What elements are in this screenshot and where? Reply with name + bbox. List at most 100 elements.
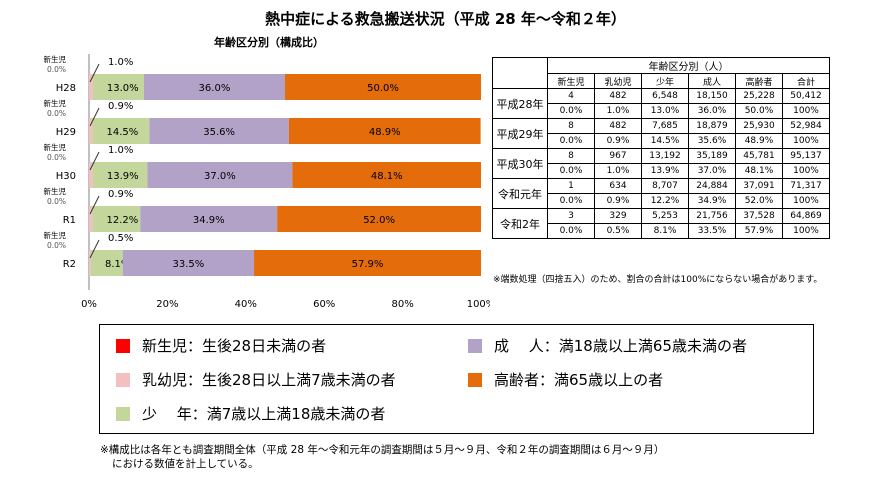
count-cell: 64,869 — [782, 208, 830, 224]
pct-cell: 48.1% — [735, 163, 783, 179]
pct-cell: 35.6% — [688, 133, 736, 149]
count-cell: 7,685 — [641, 118, 689, 134]
pct-cell: 8.1% — [641, 223, 689, 239]
chart-subtitle: 年齢区分別（構成比） — [214, 36, 324, 49]
count-cell: 5,253 — [641, 208, 689, 224]
callout-series-name: 新生児 — [44, 142, 67, 152]
bar-segment-2 — [92, 118, 150, 144]
count-cell: 967 — [594, 148, 642, 164]
column-header: 高齢者 — [735, 73, 783, 89]
callout-series-name: 新生児 — [44, 230, 67, 240]
pct-cell: 0.9% — [594, 133, 642, 149]
data-label: 12.2% — [107, 215, 139, 226]
pct-cell: 0.9% — [594, 193, 642, 209]
bar-segment-1 — [89, 206, 93, 232]
pct-cell: 48.9% — [735, 133, 783, 149]
bar-segment-1 — [89, 250, 91, 276]
pct-cell: 33.5% — [688, 223, 736, 239]
pct-cell: 1.0% — [594, 103, 642, 119]
pct-cell: 0.0% — [547, 133, 595, 149]
data-label: 35.6% — [203, 127, 235, 138]
x-tick-label: 80% — [391, 299, 413, 310]
legend-label: 成 人：満18歳以上満65歳未満の者 — [494, 337, 747, 355]
pct-cell: 57.9% — [735, 223, 783, 239]
count-cell: 25,228 — [735, 88, 783, 104]
x-tick-label: 100% — [467, 299, 490, 310]
bar-segment-3 — [149, 118, 289, 144]
data-label: 0.9% — [108, 189, 133, 200]
callout-line — [89, 239, 100, 259]
bar-segment-1 — [89, 162, 93, 188]
callout-line — [89, 107, 100, 127]
pct-cell: 0.0% — [547, 163, 595, 179]
count-cell: 13,192 — [641, 148, 689, 164]
count-cell: 52,984 — [782, 118, 830, 134]
count-cell: 18,150 — [688, 88, 736, 104]
data-label: 0.0% — [47, 65, 66, 74]
bar-segment-1 — [89, 74, 93, 100]
count-cell: 329 — [594, 208, 642, 224]
legend-swatch — [116, 406, 130, 421]
legend-item-adult: 成 人：満18歳以上満65歳未満の者 — [468, 335, 747, 356]
pct-cell: 100% — [782, 103, 830, 119]
table-note: ※端数処理（四捨五入）のため、割合の合計は100%にならない場合があります。 — [493, 275, 823, 285]
count-cell: 3 — [547, 208, 595, 224]
column-header: 乳幼児 — [594, 73, 642, 89]
count-cell: 24,884 — [688, 178, 736, 194]
bar-segment-4 — [277, 206, 481, 232]
pct-cell: 100% — [782, 223, 830, 239]
category-label: H28 — [56, 83, 76, 94]
pct-cell: 14.5% — [641, 133, 689, 149]
legend-swatch — [468, 372, 482, 387]
bar-segment-2 — [92, 206, 141, 232]
legend-label: 少 年：満7歳以上満18歳未満の者 — [142, 405, 386, 423]
data-label: 13.0% — [107, 83, 139, 94]
pct-cell: 0.5% — [594, 223, 642, 239]
data-label: 33.5% — [172, 259, 204, 270]
x-tick-label: 40% — [235, 299, 257, 310]
row-header: 平成30年 — [492, 148, 548, 179]
count-cell: 25,930 — [735, 118, 783, 134]
bar-segment-3 — [122, 250, 255, 276]
count-cell: 482 — [594, 118, 642, 134]
bar-segment-3 — [143, 74, 285, 100]
column-header: 合計 — [782, 73, 830, 89]
data-label: 0.9% — [108, 101, 133, 112]
bar-segment-4 — [285, 74, 481, 100]
row-header: 平成28年 — [492, 88, 548, 119]
column-header: 新生児 — [547, 73, 595, 89]
count-cell: 1 — [547, 178, 595, 194]
data-label: 0.0% — [47, 153, 66, 162]
legend-item-infant: 乳幼児：生後28日以上満7歳未満の者 — [116, 369, 396, 390]
pct-cell: 50.0% — [735, 103, 783, 119]
legend-swatch — [116, 372, 130, 387]
row-header: 平成29年 — [492, 118, 548, 149]
data-label: 0.0% — [47, 197, 66, 206]
pct-cell: 13.9% — [641, 163, 689, 179]
legend-item-newborn: 新生児：生後28日未満の者 — [116, 335, 326, 356]
x-tick-label: 60% — [313, 299, 335, 310]
count-cell: 45,781 — [735, 148, 783, 164]
column-header: 成人 — [688, 73, 736, 89]
x-tick-label: 20% — [156, 299, 178, 310]
data-label: 1.0% — [108, 57, 133, 68]
data-label: 0.5% — [108, 233, 133, 244]
count-cell: 71,317 — [782, 178, 830, 194]
count-cell: 8 — [547, 118, 595, 134]
legend-swatch — [468, 338, 482, 353]
table-corner-cell — [492, 57, 548, 89]
count-cell: 8,707 — [641, 178, 689, 194]
callout-series-name: 新生児 — [44, 54, 67, 64]
data-label: 48.9% — [369, 127, 401, 138]
pct-cell: 100% — [782, 133, 830, 149]
callout-line — [89, 151, 100, 171]
legend-item-youth: 少 年：満7歳以上満18歳未満の者 — [116, 403, 385, 424]
count-cell: 482 — [594, 88, 642, 104]
category-label: R2 — [63, 259, 76, 270]
row-header: 令和元年 — [492, 178, 548, 209]
data-label: 37.0% — [204, 171, 236, 182]
category-label: H29 — [56, 127, 76, 138]
pct-cell: 34.9% — [688, 193, 736, 209]
count-cell: 50,412 — [782, 88, 830, 104]
